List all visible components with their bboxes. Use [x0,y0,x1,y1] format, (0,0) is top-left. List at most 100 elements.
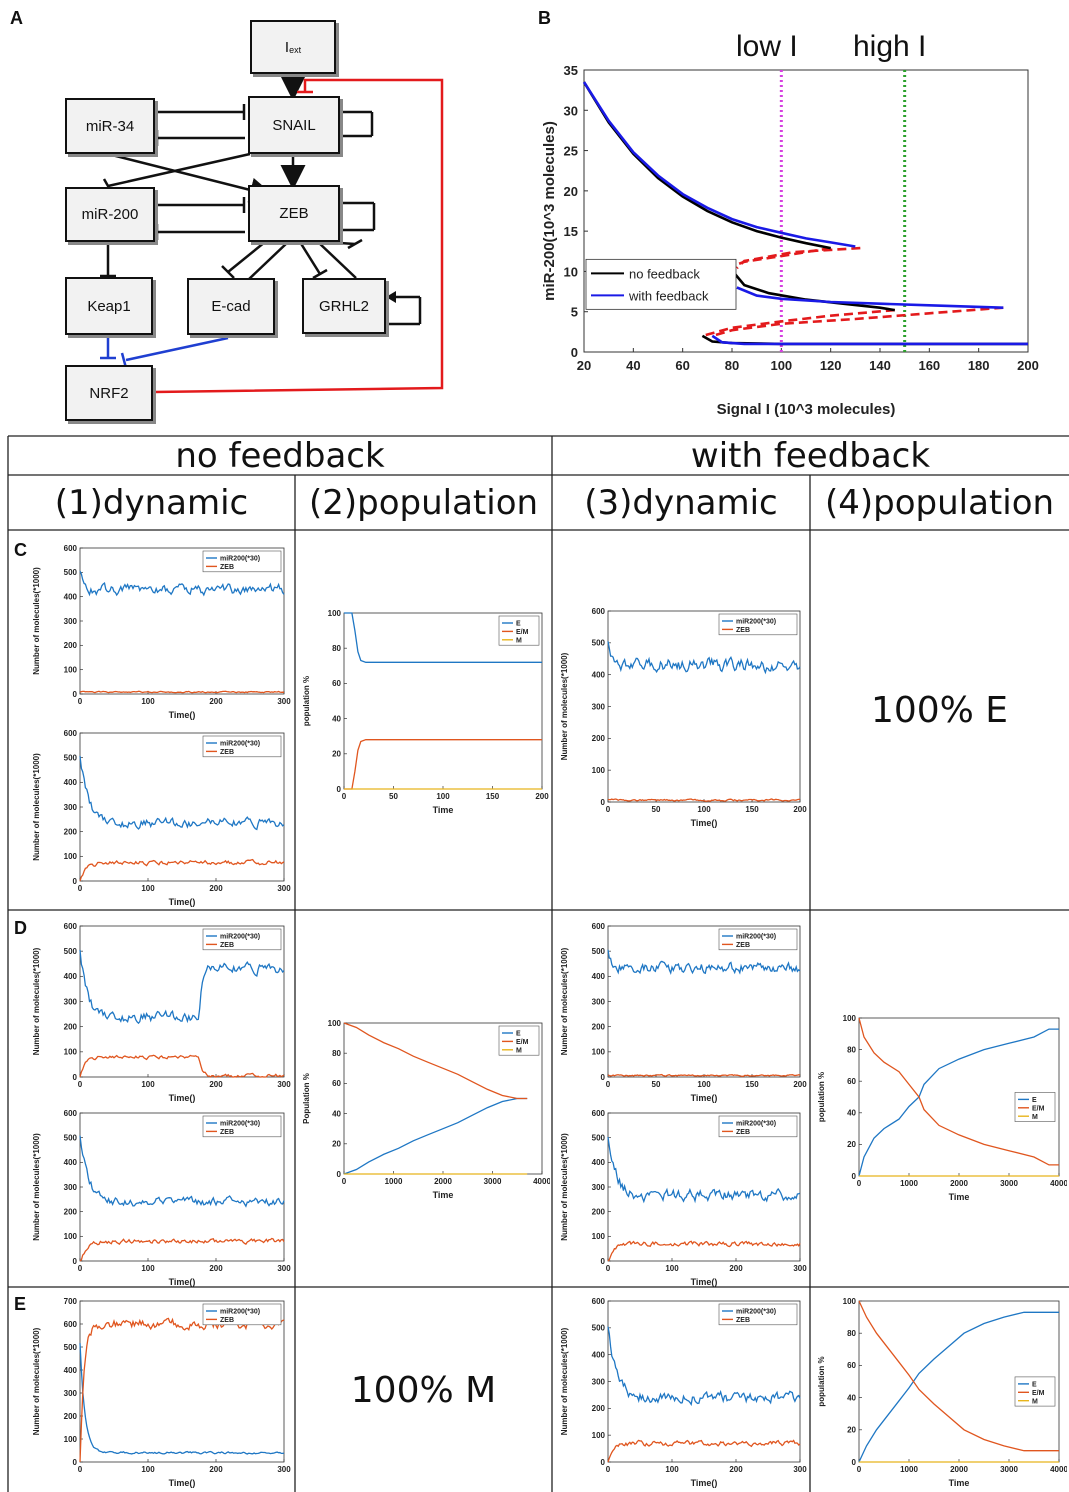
x-tick-label: 0 [606,1264,611,1273]
series-line-mir200-30- [79,1343,285,1455]
x-tick-label: 2000 [950,1179,968,1188]
x-tick-label: 100 [436,792,450,801]
y-axis-label: Number of molecules(*1000) [560,652,569,760]
chart-e1: 0 100 200 300 0 100 200 300 400 500 600 700 Time() Nu… [32,1297,291,1488]
series-line-mir200-30- [79,1135,285,1208]
x-tick-label: 100 [141,1080,155,1089]
y-axis-label: population % [817,1356,826,1406]
y-tick-label: 400 [64,972,78,981]
legend-entry: miR200(*30) [220,1121,260,1128]
x-tick-label: 160 [918,358,940,373]
legend-entry: ZEB [220,1317,234,1324]
legend-entry: ZEB [220,942,234,949]
series-line-zeb [79,858,285,882]
unstable-branch [702,308,895,338]
x-tick-label: 0 [78,697,83,706]
x-tick-label: 100 [141,697,155,706]
series-line-zeb [607,798,801,802]
legend-entry: miR200(*30) [220,1309,260,1316]
legend-entry: ZEB [220,749,234,756]
legend-entry: ZEB [220,1129,234,1136]
y-tick-label: 500 [592,1324,606,1333]
e2-text: 100% M [350,1369,497,1411]
y-tick-label: 400 [64,778,78,787]
x-tick-label: 100 [697,1080,711,1089]
series-line-mir200-30- [79,570,285,597]
y-tick-label: 200 [64,1022,78,1031]
legend-entry: E/M [516,629,529,636]
header-col1: (1)dynamic [54,482,249,523]
y-tick-label: 400 [592,972,606,981]
y-tick-label: 200 [64,1412,78,1421]
y-tick-label: 300 [64,803,78,812]
x-tick-label: 1000 [385,1177,403,1186]
y-tick-label: 0 [601,798,606,807]
header-with-feedback: with feedback [690,435,931,476]
y-tick-label: 300 [64,1389,78,1398]
x-tick-label: 4000 [1050,1465,1067,1474]
x-axis-label: Time [433,1190,454,1200]
panel-label-c: C [14,540,27,560]
series-line-mir200-30- [607,949,801,975]
chart-c2: 0 50 100 150 200 0 20 40 60 80 100 Time population %… [302,609,549,815]
y-tick-label: 5 [571,305,578,320]
y-axis-label: miR-200(10^3 molecules) [541,121,558,301]
plot-area [79,1300,285,1463]
y-tick-label: 600 [592,607,606,616]
y-tick-label: 100 [843,1297,857,1306]
y-tick-label: 400 [592,1350,606,1359]
header-col2: (2)population [308,482,539,523]
title-low-i: low I [736,30,798,63]
legend-entry: E [1032,1381,1037,1388]
x-axis-label: Time() [169,1093,196,1103]
series-line-mir200-30- [607,641,801,675]
y-tick-label: 600 [64,1320,78,1329]
y-tick-label: 400 [64,1366,78,1375]
y-tick-label: 0 [852,1458,857,1467]
x-tick-label: 0 [606,1080,611,1089]
y-tick-label: 400 [64,1158,78,1167]
x-tick-label: 100 [141,1465,155,1474]
y-tick-label: 300 [592,1183,606,1192]
y-tick-label: 600 [592,1297,606,1306]
y-tick-label: 100 [64,852,78,861]
stable-branch-bblue [711,334,1028,346]
x-tick-label: 0 [342,1177,347,1186]
legend-entry: ZEB [220,564,234,571]
y-tick-label: 20 [332,750,341,759]
x-tick-label: 200 [209,697,223,706]
x-tick-label: 300 [277,1080,291,1089]
x-tick-label: 200 [209,1264,223,1273]
x-tick-label: 200 [729,1465,743,1474]
legend-box [202,735,282,758]
chart-d3-top: 0 50 100 150 200 0 100 200 300 400 500 600 Time() Num… [560,922,807,1103]
node-iext-subscript: ext [289,45,302,55]
y-tick-label: 100 [64,665,78,674]
legend-entry: E/M [1032,1105,1045,1112]
y-tick-label: 200 [64,827,78,836]
x-tick-label: 3000 [484,1177,502,1186]
x-tick-label: 100 [141,884,155,893]
y-tick-label: 80 [332,644,341,653]
x-tick-label: 150 [745,1080,759,1089]
y-axis-label: population % [302,676,311,726]
x-axis-label: Time() [169,897,196,907]
y-tick-label: 0 [73,690,78,699]
y-tick-label: 20 [564,184,578,199]
x-tick-label: 0 [857,1179,862,1188]
x-tick-label: 140 [869,358,891,373]
legend-entry: miR200(*30) [220,556,260,563]
chart-d1-bottom: 0 100 200 300 0 100 200 300 400 500 600 Time() Numbe… [32,1109,291,1287]
y-tick-label: 100 [843,1014,857,1023]
x-tick-label: 2000 [434,1177,452,1186]
y-tick-label: 700 [64,1297,78,1306]
y-axis-label: Number of molecules(*1000) [32,1327,41,1435]
x-axis-label: Time() [691,1277,718,1287]
x-tick-label: 0 [78,884,83,893]
x-tick-label: 300 [793,1264,807,1273]
x-tick-label: 200 [535,792,549,801]
bifurcation-chart: low I high I 20 40 60 80 100 120 140 160 180 200 0 5 1… [541,30,1039,418]
y-tick-label: 60 [332,1079,341,1088]
plot-area [607,925,801,1078]
node-nrf2: NRF2 [65,365,153,421]
